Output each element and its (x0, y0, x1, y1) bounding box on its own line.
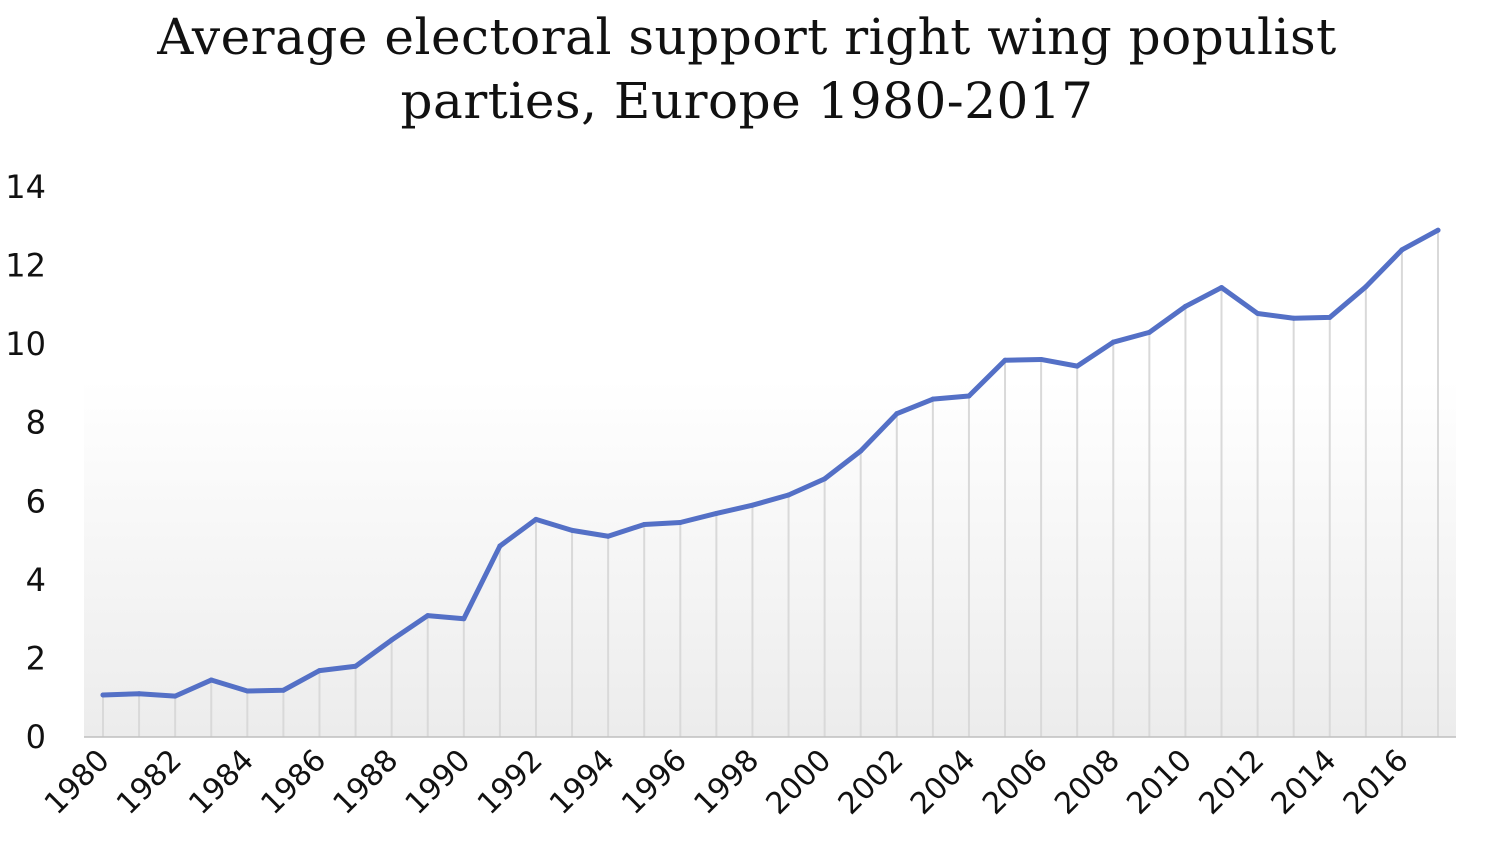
data-point-1988 (389, 637, 395, 643)
x-tick-label: 2008 (1048, 743, 1127, 822)
data-point-1998 (749, 502, 755, 508)
x-tick-label: 1980 (38, 743, 117, 822)
data-point-1983 (208, 677, 214, 683)
chart-title-line-1: Average electoral support right wing pop… (157, 8, 1337, 66)
data-point-2014 (1327, 314, 1333, 320)
data-point-1994 (605, 533, 611, 539)
y-tick-label: 12 (5, 247, 46, 285)
data-point-1987 (353, 663, 359, 669)
data-point-2003 (930, 396, 936, 402)
data-point-2010 (1182, 303, 1188, 309)
chart-title-line-2: parties, Europe 1980-2017 (400, 72, 1094, 130)
x-tick-label: 2002 (832, 743, 911, 822)
data-point-1996 (677, 520, 683, 525)
x-tick-label: 2012 (1193, 743, 1272, 822)
y-tick-label: 8 (26, 404, 46, 442)
x-tick-label: 1986 (254, 743, 333, 822)
data-point-1985 (280, 687, 286, 693)
data-point-2008 (1110, 339, 1116, 345)
x-tick-label: 2010 (1120, 743, 1199, 822)
data-point-1989 (425, 613, 431, 619)
data-point-1995 (641, 521, 647, 527)
y-tick-label: 0 (26, 718, 46, 756)
y-axis-ticks: 0 2 4 6 8 10 12 14 (5, 168, 46, 756)
data-point-1992 (533, 516, 539, 522)
y-tick-label: 14 (5, 168, 46, 206)
x-tick-label: 2004 (904, 743, 983, 822)
data-point-2002 (894, 411, 900, 417)
data-point-1991 (497, 543, 503, 549)
data-point-1999 (786, 492, 792, 498)
x-tick-label: 1988 (327, 743, 406, 822)
data-point-1984 (244, 688, 250, 694)
series-line (100, 227, 1441, 699)
data-point-2007 (1074, 363, 1080, 369)
x-tick-label: 1998 (687, 743, 766, 822)
x-tick-label: 1990 (399, 743, 478, 822)
plot-background (84, 187, 1456, 737)
y-tick-label: 10 (5, 325, 46, 363)
x-tick-label: 2016 (1337, 743, 1416, 822)
data-points (100, 227, 1441, 699)
data-point-1980 (100, 692, 106, 698)
data-point-2017 (1435, 227, 1441, 233)
data-point-1986 (316, 668, 322, 674)
y-tick-label: 4 (26, 561, 46, 599)
x-tick-label: 1996 (615, 743, 694, 822)
data-point-2016 (1399, 247, 1405, 253)
data-point-2011 (1219, 285, 1225, 291)
data-point-2013 (1291, 315, 1297, 321)
data-point-2001 (858, 448, 864, 454)
data-point-2000 (822, 476, 828, 482)
drop-lines (102, 230, 1439, 737)
x-tick-label: 1984 (182, 743, 261, 822)
data-point-1990 (461, 616, 467, 622)
data-point-1982 (172, 693, 178, 699)
x-tick-label: 1982 (110, 743, 189, 822)
x-tick-label: 1992 (471, 743, 550, 822)
y-tick-label: 2 (26, 639, 46, 677)
x-tick-label: 1994 (543, 743, 622, 822)
data-point-2015 (1363, 284, 1369, 290)
data-point-1997 (713, 510, 719, 516)
data-point-1993 (569, 527, 575, 533)
x-tick-label: 2000 (760, 743, 839, 822)
x-tick-label: 2014 (1265, 743, 1344, 822)
y-tick-label: 6 (26, 482, 46, 520)
data-point-2006 (1038, 356, 1044, 362)
data-point-1981 (136, 691, 142, 697)
x-tick-label: 2006 (976, 743, 1055, 822)
data-point-2009 (1146, 329, 1152, 335)
data-point-2005 (1002, 357, 1008, 363)
x-axis-ticks: 1980198219841986198819901992199419961998… (38, 743, 1416, 822)
data-point-2004 (966, 393, 972, 399)
data-point-2012 (1255, 311, 1261, 316)
